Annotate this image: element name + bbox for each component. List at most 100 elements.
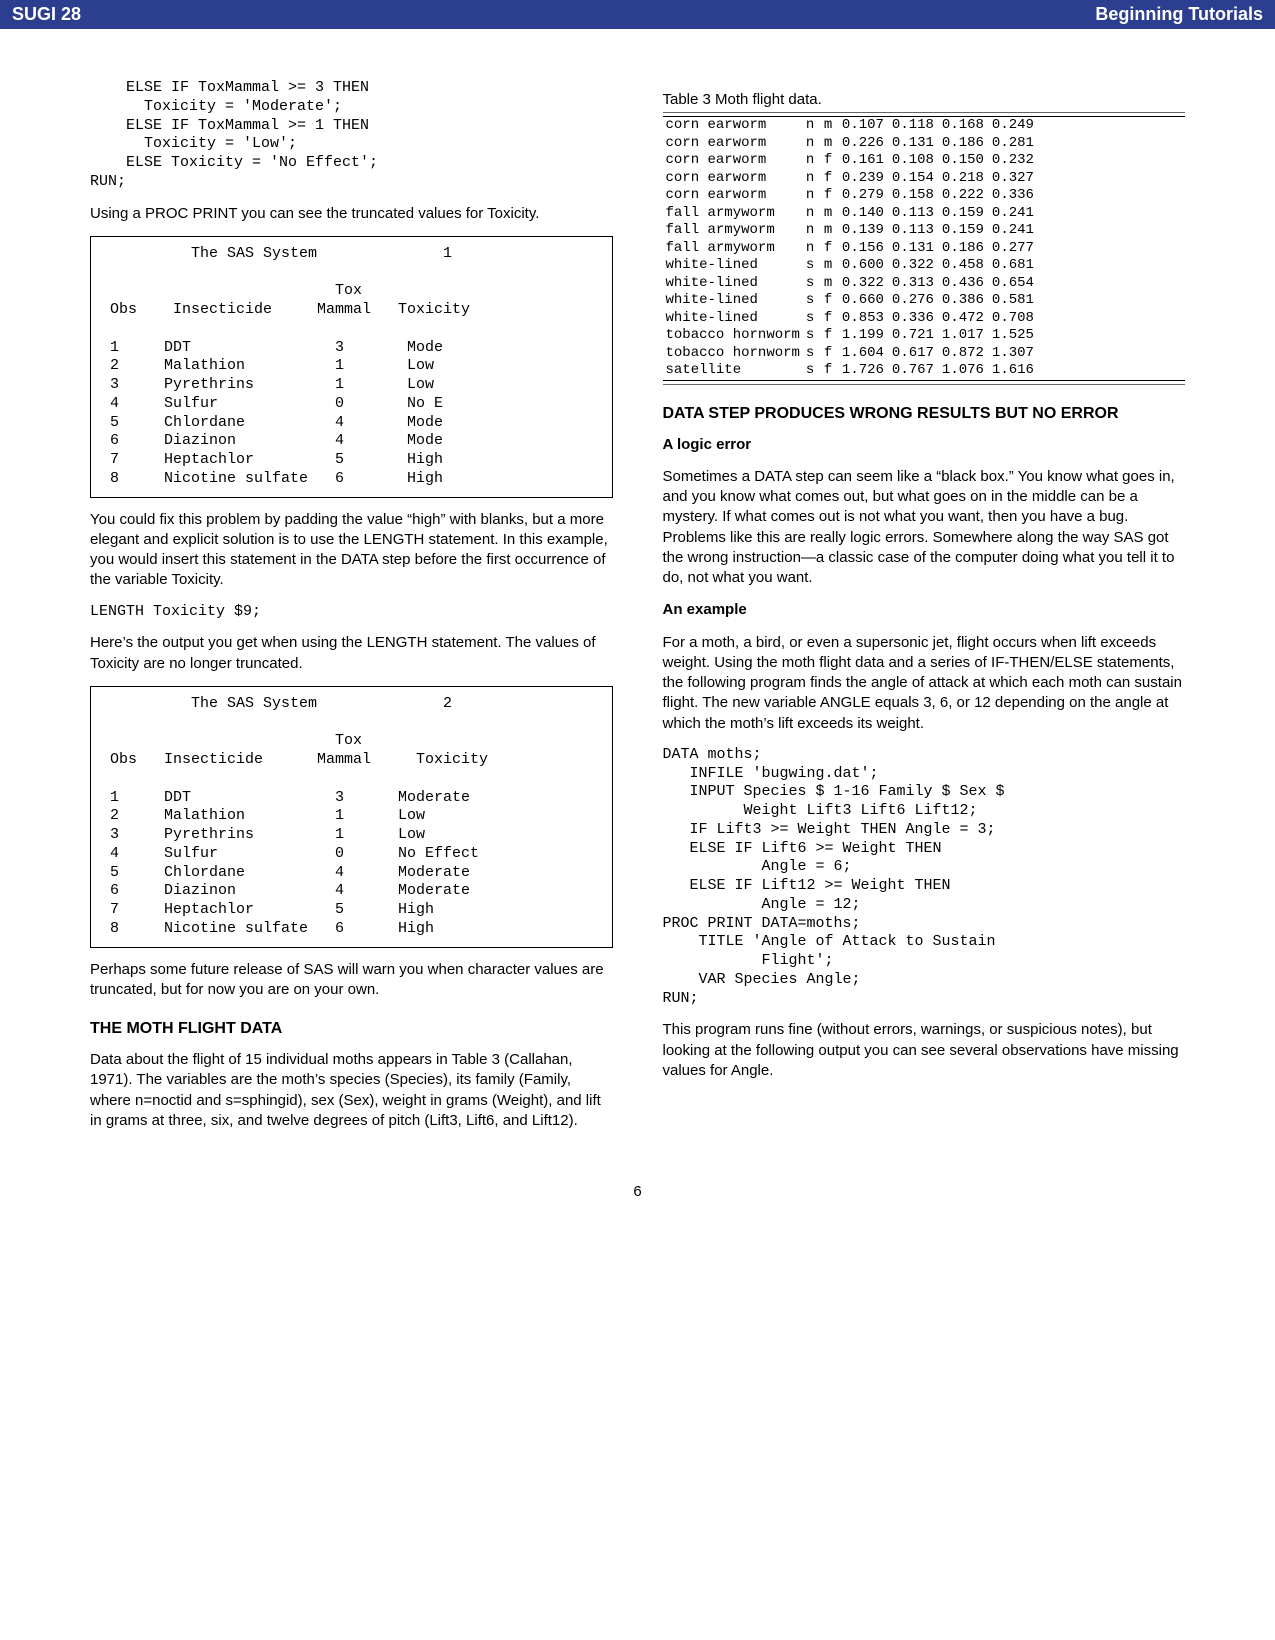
table-cell: corn earworm bbox=[663, 170, 803, 188]
table-cell: 0.159 bbox=[939, 205, 989, 223]
table-cell: 0.186 bbox=[939, 240, 989, 258]
table-cell: s bbox=[803, 327, 821, 345]
table-cell: 0.232 bbox=[989, 152, 1039, 170]
para-future: Perhaps some future release of SAS will … bbox=[90, 960, 613, 1001]
table-cell: 0.581 bbox=[989, 292, 1039, 310]
table-row: corn earwormnm0.1070.1180.1680.249 bbox=[663, 117, 1039, 135]
table-cell: 0.322 bbox=[839, 275, 889, 293]
table-row: fall armywormnm0.1400.1130.1590.241 bbox=[663, 205, 1039, 223]
table-cell: 0.327 bbox=[989, 170, 1039, 188]
table-cell: f bbox=[821, 362, 839, 380]
table-cell: n bbox=[803, 187, 821, 205]
para-runs-fine: This program runs fine (without errors, … bbox=[663, 1020, 1186, 1081]
table-cell: f bbox=[821, 240, 839, 258]
table-cell: 0.872 bbox=[939, 345, 989, 363]
table-cell: n bbox=[803, 152, 821, 170]
table-cell: 0.249 bbox=[989, 117, 1039, 135]
table-cell: 0.458 bbox=[939, 257, 989, 275]
table-cell: 0.386 bbox=[939, 292, 989, 310]
table-cell: 0.767 bbox=[889, 362, 939, 380]
table-row: white-linedsf0.6600.2760.3860.581 bbox=[663, 292, 1039, 310]
table-cell: 0.131 bbox=[889, 240, 939, 258]
table-cell: m bbox=[821, 222, 839, 240]
table-cell: s bbox=[803, 257, 821, 275]
sas-output-2: The SAS System 2 Tox Obs Insecticide Mam… bbox=[90, 686, 613, 948]
table-cell: 0.313 bbox=[889, 275, 939, 293]
subhead-example: An example bbox=[663, 600, 1186, 620]
table-row: fall armywormnf0.1560.1310.1860.277 bbox=[663, 240, 1039, 258]
table-cell: 0.108 bbox=[889, 152, 939, 170]
table-cell: 1.616 bbox=[989, 362, 1039, 380]
table-cell: n bbox=[803, 170, 821, 188]
table-cell: 0.222 bbox=[939, 187, 989, 205]
table-cell: white-lined bbox=[663, 292, 803, 310]
table-cell: 0.159 bbox=[939, 222, 989, 240]
table-row: corn earwormnf0.2790.1580.2220.336 bbox=[663, 187, 1039, 205]
table-cell: 0.156 bbox=[839, 240, 889, 258]
table-cell: 1.076 bbox=[939, 362, 989, 380]
table-cell: n bbox=[803, 135, 821, 153]
table-cell: m bbox=[821, 135, 839, 153]
table-cell: 0.281 bbox=[989, 135, 1039, 153]
table-cell: 0.158 bbox=[889, 187, 939, 205]
table-cell: 0.139 bbox=[839, 222, 889, 240]
table-cell: 0.277 bbox=[989, 240, 1039, 258]
code-moths: DATA moths; INFILE 'bugwing.dat'; INPUT … bbox=[663, 746, 1186, 1009]
table-cell: 0.276 bbox=[889, 292, 939, 310]
table-cell: n bbox=[803, 205, 821, 223]
table-row: tobacco hornwormsf1.6040.6170.8721.307 bbox=[663, 345, 1039, 363]
table-cell: 0.472 bbox=[939, 310, 989, 328]
table3: corn earwormnm0.1070.1180.1680.249corn e… bbox=[663, 117, 1039, 380]
table-row: fall armywormnm0.1390.1130.1590.241 bbox=[663, 222, 1039, 240]
table-cell: 0.239 bbox=[839, 170, 889, 188]
table-cell: 1.017 bbox=[939, 327, 989, 345]
table-cell: 0.336 bbox=[989, 187, 1039, 205]
table-cell: corn earworm bbox=[663, 187, 803, 205]
table-cell: 0.600 bbox=[839, 257, 889, 275]
para-proc-print: Using a PROC PRINT you can see the trunc… bbox=[90, 204, 613, 224]
banner-right: Beginning Tutorials bbox=[1095, 4, 1263, 25]
table-cell: m bbox=[821, 117, 839, 135]
table-cell: 0.660 bbox=[839, 292, 889, 310]
table-cell: 0.218 bbox=[939, 170, 989, 188]
table-cell: 0.654 bbox=[989, 275, 1039, 293]
top-banner: SUGI 28 Beginning Tutorials bbox=[0, 0, 1275, 29]
table-cell: f bbox=[821, 327, 839, 345]
banner-left: SUGI 28 bbox=[12, 4, 81, 25]
table-cell: m bbox=[821, 275, 839, 293]
table-cell: 0.140 bbox=[839, 205, 889, 223]
table-cell: f bbox=[821, 187, 839, 205]
table-cell: 0.241 bbox=[989, 222, 1039, 240]
table-row: corn earwormnf0.2390.1540.2180.327 bbox=[663, 170, 1039, 188]
table-row: white-linedsf0.8530.3360.4720.708 bbox=[663, 310, 1039, 328]
table-row: corn earwormnf0.1610.1080.1500.232 bbox=[663, 152, 1039, 170]
table-cell: 0.322 bbox=[889, 257, 939, 275]
table-cell: 1.726 bbox=[839, 362, 889, 380]
code-length: LENGTH Toxicity $9; bbox=[90, 603, 613, 622]
heading-wrong-results: DATA STEP PRODUCES WRONG RESULTS BUT NO … bbox=[663, 405, 1186, 423]
table-cell: 0.853 bbox=[839, 310, 889, 328]
table-cell: 0.226 bbox=[839, 135, 889, 153]
table-cell: s bbox=[803, 292, 821, 310]
table-cell: 0.154 bbox=[889, 170, 939, 188]
left-column: ELSE IF ToxMammal >= 3 THEN Toxicity = '… bbox=[90, 79, 613, 1143]
table-cell: f bbox=[821, 310, 839, 328]
table-row: white-linedsm0.3220.3130.4360.654 bbox=[663, 275, 1039, 293]
table-cell: tobacco hornworm bbox=[663, 345, 803, 363]
code-block-else: ELSE IF ToxMammal >= 3 THEN Toxicity = '… bbox=[90, 79, 613, 192]
table-cell: 0.168 bbox=[939, 117, 989, 135]
table-cell: 0.113 bbox=[889, 205, 939, 223]
table-cell: 0.708 bbox=[989, 310, 1039, 328]
table-cell: corn earworm bbox=[663, 117, 803, 135]
table-cell: 0.681 bbox=[989, 257, 1039, 275]
table-cell: n bbox=[803, 222, 821, 240]
table-cell: f bbox=[821, 292, 839, 310]
table-cell: s bbox=[803, 310, 821, 328]
table-cell: m bbox=[821, 205, 839, 223]
table-cell: fall armyworm bbox=[663, 240, 803, 258]
table-row: tobacco hornwormsf1.1990.7211.0171.525 bbox=[663, 327, 1039, 345]
table-cell: f bbox=[821, 345, 839, 363]
table-cell: tobacco hornworm bbox=[663, 327, 803, 345]
table-cell: 0.436 bbox=[939, 275, 989, 293]
table-cell: s bbox=[803, 275, 821, 293]
